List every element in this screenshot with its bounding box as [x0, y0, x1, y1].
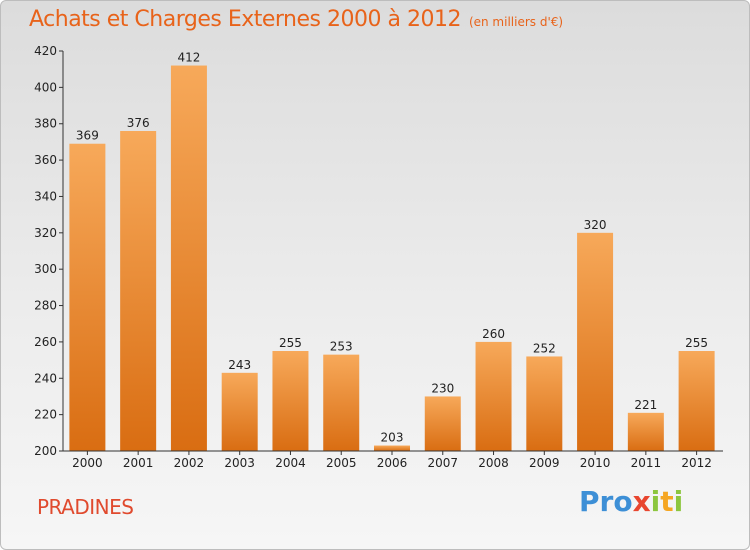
x-tick-label-2010: 2010	[580, 456, 611, 470]
x-tick-label-2011: 2011	[631, 456, 662, 470]
bar-2007	[424, 396, 461, 451]
x-axis: 2000 2001 2002 2003 2004 2005 2006 2007 2008 2009…	[63, 450, 723, 470]
logo-part-3: i	[650, 485, 661, 518]
bar-2000	[69, 143, 106, 451]
x-tick-label-2004: 2004	[275, 456, 306, 470]
logo-part-2: x	[632, 485, 651, 518]
bar-2006	[374, 445, 410, 451]
data-label-2002: 412	[177, 51, 200, 65]
y-tick-label: 380	[34, 117, 57, 131]
bar-2009	[526, 356, 563, 451]
logo-part-5: i	[673, 485, 684, 518]
data-label-2000: 369	[76, 129, 99, 143]
y-tick-label: 260	[34, 335, 57, 349]
city-name: PRADINES	[37, 495, 134, 519]
data-label-2009: 252	[533, 341, 556, 355]
x-tick-label-2005: 2005	[326, 456, 357, 470]
logo-part-4: t	[660, 485, 674, 518]
bar-2002	[170, 65, 207, 451]
logo-part-1: Pro	[579, 485, 633, 518]
y-tick-label: 340	[34, 189, 57, 203]
data-label-2003: 243	[228, 358, 251, 372]
y-tick-label: 300	[34, 262, 57, 276]
x-tick-label-2002: 2002	[174, 456, 205, 470]
bar-2001	[120, 131, 157, 451]
y-tick-label: 420	[34, 44, 57, 58]
data-label-2007: 230	[431, 381, 454, 395]
data-label-2005: 253	[330, 340, 353, 354]
y-tick-label: 240	[34, 371, 57, 385]
bars: 369 376 412 243 255 253 203 230 260 252 320 221 255	[69, 51, 715, 451]
data-label-2001: 376	[127, 116, 150, 130]
x-tick-label-2006: 2006	[377, 456, 408, 470]
data-label-2011: 221	[634, 398, 657, 412]
y-tick-label: 320	[34, 226, 57, 240]
y-tick-label: 360	[34, 153, 57, 167]
data-label-2008: 260	[482, 327, 505, 341]
data-label-2006: 203	[381, 431, 404, 445]
x-tick-label-2009: 2009	[529, 456, 560, 470]
y-tick-label: 200	[34, 444, 57, 458]
x-tick-label-2008: 2008	[478, 456, 509, 470]
y-tick-label: 220	[34, 408, 57, 422]
x-tick-label-2003: 2003	[224, 456, 255, 470]
bar-2005	[323, 354, 360, 451]
chart-title-text: Achats et Charges Externes 2000 à 2012	[29, 7, 461, 32]
bar-2008	[475, 341, 512, 451]
chart-unit: (en milliers d'€)	[468, 15, 564, 29]
bar-2012	[678, 351, 715, 451]
x-tick-label-2000: 2000	[72, 456, 103, 470]
y-tick-label: 280	[34, 299, 57, 313]
y-tick-label: 400	[34, 80, 57, 94]
bar-2003	[221, 372, 258, 451]
data-label-2010: 320	[584, 218, 607, 232]
bar-2010	[577, 232, 614, 451]
bar-2011	[627, 412, 664, 451]
x-tick-label-2001: 2001	[123, 456, 154, 470]
y-axis: 200 220 240 260 280 300 320 340 360 380 400 420	[34, 44, 64, 458]
x-tick-label-2007: 2007	[427, 456, 458, 470]
data-label-2012: 255	[685, 336, 708, 350]
proxiti-logo[interactable]: Proxiti	[579, 485, 683, 518]
x-tick-label-2012: 2012	[681, 456, 712, 470]
data-label-2004: 255	[279, 336, 302, 350]
bar-2004	[272, 351, 309, 451]
chart-title: Achats et Charges Externes 2000 à 2012 (e…	[29, 7, 563, 32]
